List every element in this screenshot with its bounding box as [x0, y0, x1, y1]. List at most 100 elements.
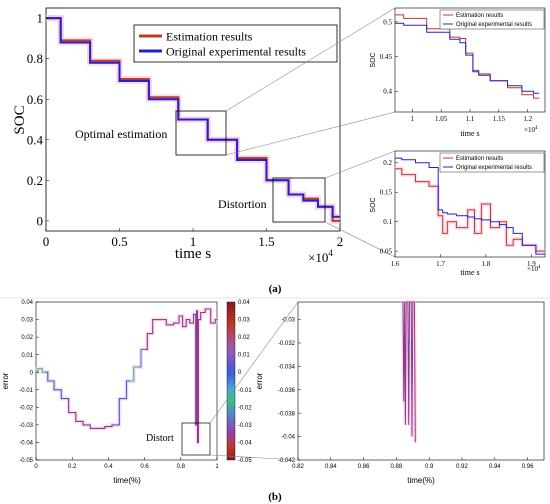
annot-distort: Distort: [146, 433, 174, 444]
error-segment: [196, 310, 198, 426]
x-tick-label: 1.15: [493, 115, 506, 123]
inset-bottom-xlabel: time s: [460, 268, 479, 277]
inset-top-legend-label-estimation: Estimation results: [456, 13, 503, 19]
x-tick-label: 0.82: [292, 464, 304, 470]
colorbar-label: 0.02: [238, 335, 250, 341]
x-tick-label: 2: [337, 234, 344, 249]
error-segment: [213, 319, 217, 324]
zoom-error-line: [402, 301, 416, 443]
panel-b-right-ticks: 0.82 0.84 0.86 0.88 0.9 0.92 0.94 0.96 -0.03 -0.0…: [278, 318, 534, 470]
colorbar-label: -0.01: [238, 388, 252, 394]
legend-label-estimation: Estimation results: [166, 30, 253, 44]
panel-b-left-lines: [36, 308, 217, 443]
x-tick-label: 0.92: [456, 464, 468, 470]
error-segment: [207, 308, 214, 324]
inset-bottom-series-original: [395, 157, 545, 255]
y-tick-label: 0.45: [380, 53, 393, 61]
inset-bottom-x-multiplier: ×104: [527, 265, 541, 273]
error-segment: [177, 315, 181, 324]
error-segment: [191, 313, 196, 324]
inset-top-legend-label-original: Original experimental results: [456, 22, 532, 28]
colorbar-label: -0.05: [238, 458, 252, 464]
y-tick-label: 0: [30, 370, 34, 376]
colorbar-label: 0.01: [238, 353, 250, 359]
y-tick-label: 0.15: [380, 189, 393, 197]
y-tick-label: 0.4: [27, 132, 44, 147]
y-tick-label: -0.03: [281, 318, 295, 324]
error-segment: [169, 322, 178, 326]
colorbar-label: -0.02: [238, 405, 252, 411]
inset-top-series-original: [395, 22, 540, 94]
y-tick-label: -0.036: [278, 388, 296, 394]
y-tick-label: 0.03: [21, 318, 33, 324]
error-segment: [57, 389, 65, 400]
y-tick-label: 0.2: [383, 159, 392, 167]
x-tick-label: 0.88: [391, 464, 403, 470]
y-tick-label: 0.05: [380, 248, 393, 256]
y-tick-label: -0.038: [278, 411, 296, 417]
y-tick-label: 0.1: [383, 218, 392, 226]
connector-bottom-2: [324, 221, 396, 258]
series-original: [46, 17, 340, 218]
panel-b-label: (b): [268, 491, 282, 503]
inset-top-x-multiplier: ×104: [524, 126, 538, 134]
zoom-box-distortion: [272, 177, 326, 223]
error-segment: [101, 426, 109, 429]
annot-distortion: Distortion: [218, 197, 267, 211]
x-tick-label: 1.5: [258, 234, 274, 249]
inset-bottom-series-estimation: [395, 168, 545, 252]
panel-b-right-chart: 0.82 0.84 0.86 0.88 0.9 0.92 0.94 0.96 -0.03 -0.0…: [209, 300, 545, 485]
inset-top-ticks: 1 1.05 1.1 1.15 1.2 0.4 0.45 0.5: [380, 18, 533, 123]
error-segment: [144, 333, 150, 350]
error-segment: [162, 319, 170, 326]
panel-a-main-xlabel: time s: [175, 246, 211, 262]
inset-top-legend: Estimation results Original experimental…: [439, 9, 545, 30]
y-tick-label: 0.4: [383, 88, 392, 96]
x-tick-label: 1.05: [435, 115, 448, 123]
panel-b-left-xlabel: time(%): [113, 476, 141, 485]
inset-top-xlabel: time s: [460, 129, 479, 138]
zoom-box-distort: [181, 422, 211, 456]
x-tick-label: 1.7: [436, 260, 445, 268]
y-tick-label: -0.01: [19, 388, 33, 394]
error-segment: [79, 420, 87, 426]
x-tick-label: 1.8: [482, 260, 491, 268]
inset-bottom-legend-box: [439, 152, 545, 173]
colorbar-label: 0.03: [238, 318, 250, 324]
x-tick-label: 0.6: [140, 464, 149, 470]
panel-b-left-chart: 0 0.2 0.4 0.6 0.8 1-0.05-0.04-0.03-0.02-0.010…: [1, 300, 252, 485]
x-tick-label: 0.4: [104, 464, 113, 470]
x-tick-label: 1: [411, 115, 415, 123]
x-tick-label: 0.5: [111, 234, 127, 249]
panel-b-right-lines: [402, 301, 416, 443]
error-segment: [108, 424, 116, 428]
inset-bottom-ylabel: SOC: [370, 197, 377, 212]
y-tick-label: 0.6: [27, 92, 44, 107]
x-tick-label: 0: [43, 234, 50, 249]
inset-top-legend-box: [439, 9, 545, 30]
y-tick-label: 0.02: [21, 335, 33, 341]
panel-b-right-ylabel: error: [255, 372, 264, 389]
error-segment: [130, 366, 138, 382]
y-tick-label: -0.05: [19, 458, 33, 464]
panel-a-main-chart: 0 0.5 1 1.5 200.20.40.60.81 SOC time s ×104 …: [12, 7, 396, 265]
panel-a-label: (a): [269, 283, 282, 295]
error-segment: [72, 412, 80, 422]
y-tick-label: -0.03: [19, 423, 33, 429]
y-tick-label: 0: [37, 213, 44, 228]
panel-a-main-ticks: 0 0.5 1 1.5 2 0 0.2 0.4 0.6 0.8 1: [27, 11, 344, 249]
panel-a-inset-top: 1 1.05 1.1 1.15 1.2 0.4 0.45 0.5 SOC time s ×10…: [370, 7, 546, 138]
y-tick-label: -0.02: [19, 405, 33, 411]
y-tick-label: -0.042: [278, 458, 296, 464]
connector-top-1: [225, 7, 396, 112]
x-tick-label: 0: [34, 464, 38, 470]
colorbar-ticks: 0.04 0.03 0.02 0.01 0 -0.01 -0.02 -0.03 -0.04 -0.…: [238, 300, 252, 464]
connector-top-2: [225, 111, 396, 156]
panel-a-main-legend: Estimation results Original experimental…: [133, 24, 338, 63]
x-tick-label: 0.94: [489, 464, 501, 470]
inset-bottom-legend-label-estimation: Estimation results: [456, 156, 503, 162]
connector-bottom-1: [324, 150, 396, 179]
x-tick-label: 0.96: [522, 464, 534, 470]
error-segment: [50, 380, 58, 391]
